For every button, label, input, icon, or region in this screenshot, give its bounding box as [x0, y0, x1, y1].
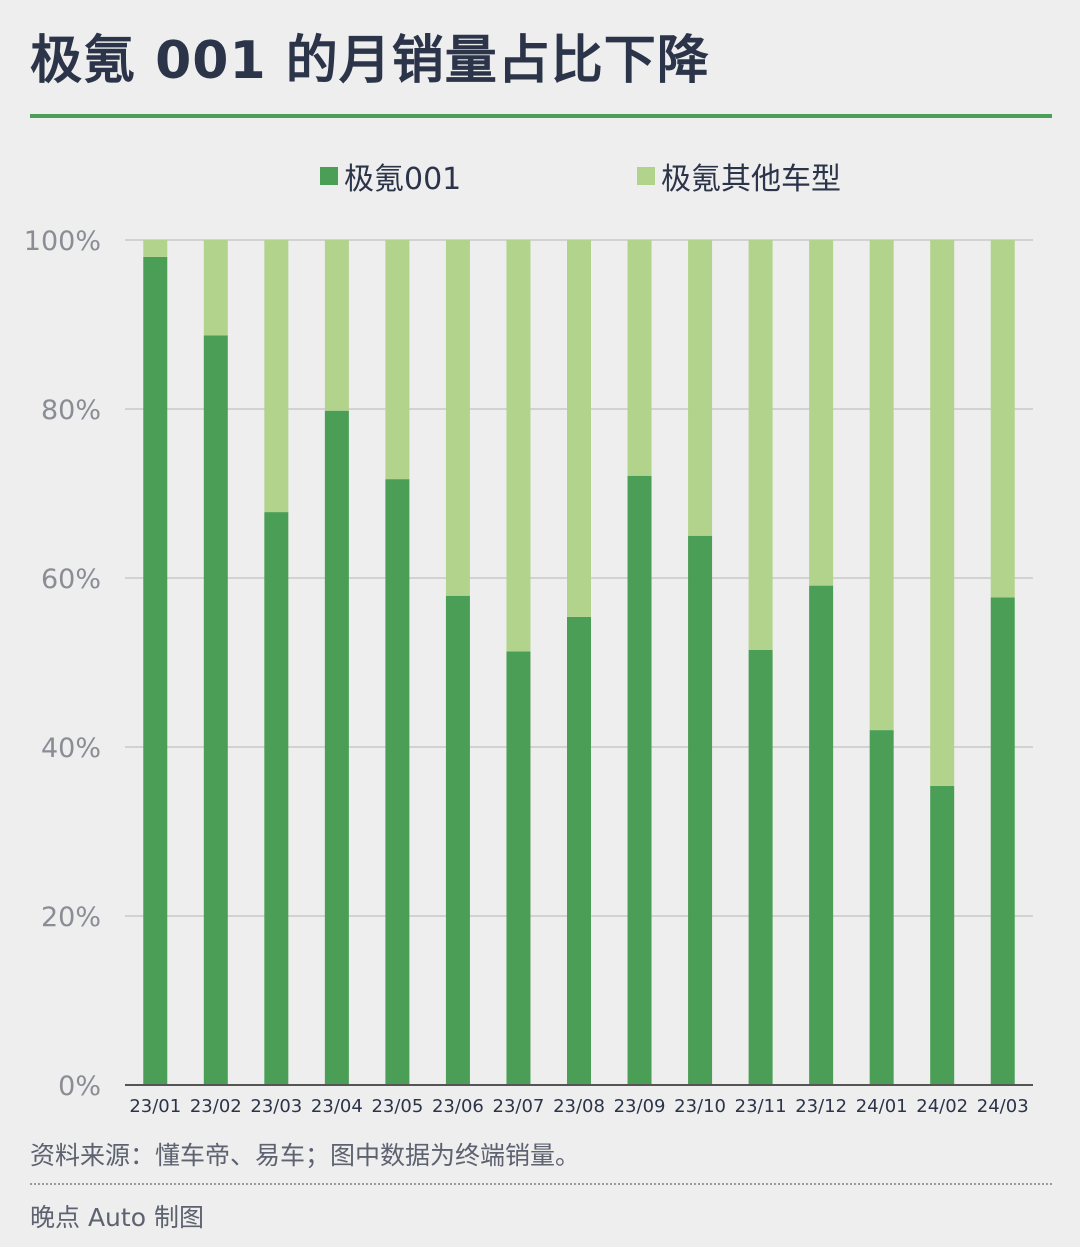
bar-segment-other: [990, 240, 1015, 598]
bar-segment-001: [567, 616, 591, 1085]
bar-segment-other: [143, 240, 168, 257]
bar-segment-other: [688, 240, 713, 536]
bar-segment-other: [627, 240, 652, 476]
bar-segment-001: [688, 535, 713, 1085]
bar-segment-other: [567, 240, 591, 617]
bar-segment-001: [930, 785, 955, 1085]
y-tick-label: 80%: [41, 395, 101, 426]
chart-legend: 极氪001 极氪其他车型: [0, 154, 1080, 198]
source-note: 资料来源：懂车帝、易车；图中数据为终端销量。: [30, 1141, 581, 1170]
x-tick-label: 23/05: [371, 1096, 423, 1117]
bar-segment-other: [385, 240, 410, 480]
x-tick-label: 23/08: [553, 1096, 605, 1117]
x-tick-label: 23/03: [250, 1096, 302, 1117]
y-tick-label: 0%: [58, 1071, 101, 1102]
legend-label-001: 极氪001: [344, 162, 462, 197]
y-tick-label: 20%: [41, 902, 101, 933]
x-tick-label: 23/10: [674, 1096, 726, 1117]
legend-label-other: 极氪其他车型: [661, 162, 841, 197]
bar-segment-other: [869, 240, 894, 731]
bar-segment-other: [748, 240, 773, 650]
x-tick-label: 23/02: [190, 1096, 242, 1117]
bar-segment-other: [264, 240, 289, 513]
page-title: 极氪 001 的月销量占比下降: [30, 31, 710, 91]
x-tick-label: 23/12: [795, 1096, 847, 1117]
x-tick-label: 23/11: [735, 1096, 787, 1117]
bar-segment-other: [506, 240, 531, 652]
title-divider: [30, 114, 1052, 118]
y-tick-label: 60%: [41, 564, 101, 595]
legend-swatch-001: [320, 167, 338, 185]
footer-divider: [30, 1183, 1052, 1185]
bar-segment-001: [264, 512, 289, 1085]
x-tick-label: 23/01: [129, 1096, 181, 1117]
bar-segment-001: [506, 651, 531, 1085]
bar-segment-001: [748, 649, 773, 1085]
x-tick-label: 24/01: [856, 1096, 908, 1117]
bar-segment-other: [445, 240, 470, 596]
bar-segment-other: [809, 240, 834, 586]
x-tick-label: 24/03: [977, 1096, 1029, 1117]
bar-segment-001: [809, 585, 834, 1085]
x-tick-label: 24/02: [916, 1096, 968, 1117]
bar-segment-001: [627, 475, 652, 1085]
bar-segment-001: [385, 479, 410, 1085]
bar-segment-001: [445, 595, 470, 1085]
x-tick-label: 23/07: [493, 1096, 545, 1117]
bar-segment-001: [990, 597, 1015, 1085]
legend-swatch-other: [637, 167, 655, 185]
credit-note: 晚点 Auto 制图: [30, 1203, 204, 1232]
bar-segment-001: [203, 335, 228, 1085]
bar-segment-other: [203, 240, 228, 336]
bar-segment-001: [324, 410, 349, 1085]
y-tick-label: 40%: [41, 733, 101, 764]
bar-segment-other: [324, 240, 349, 411]
bar-segment-001: [869, 730, 894, 1085]
x-tick-label: 23/06: [432, 1096, 484, 1117]
bar-segment-other: [930, 240, 955, 786]
legend-item-other: 极氪其他车型: [637, 154, 841, 198]
x-tick-label: 23/09: [614, 1096, 666, 1117]
stacked-bar-chart: 0% 20% 40% 60% 80% 100% 23/01 23/02 23/03 23/04 23…: [24, 226, 1033, 1117]
y-tick-label: 100%: [24, 226, 101, 257]
legend-item-001: 极氪001: [320, 154, 461, 198]
bar-segment-001: [143, 256, 168, 1085]
x-tick-label: 23/04: [311, 1096, 363, 1117]
